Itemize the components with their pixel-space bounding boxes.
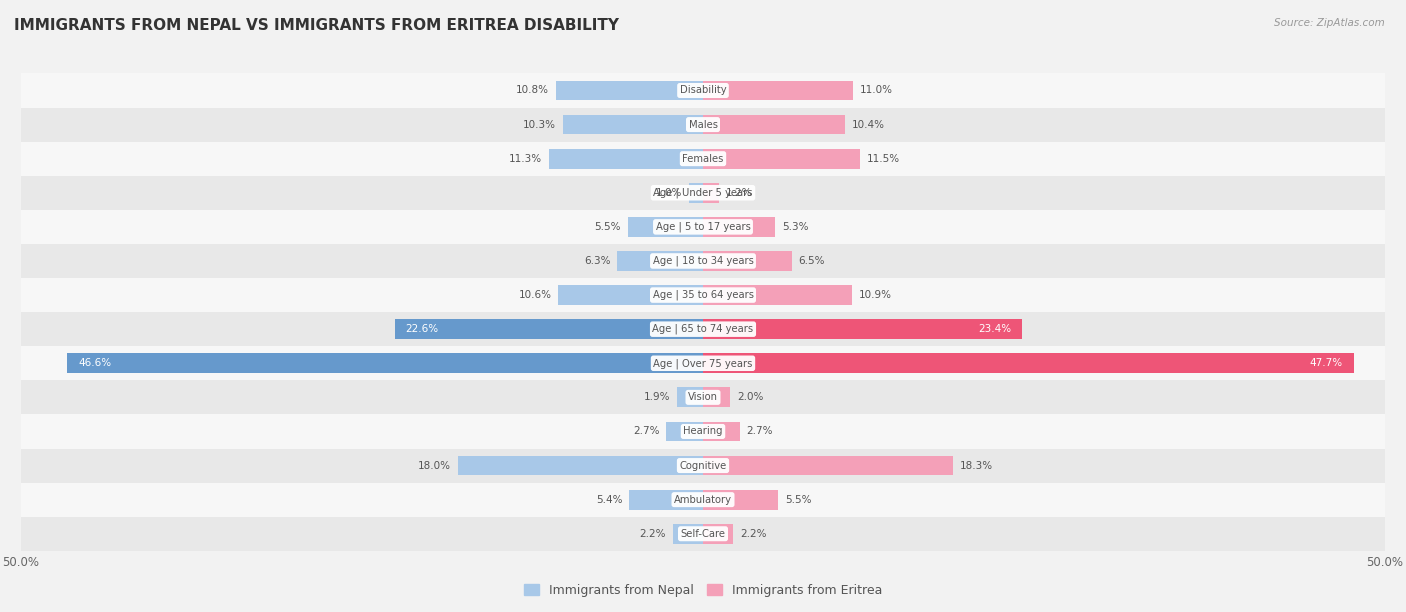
Bar [628,217,703,237]
Text: Age | Over 75 years: Age | Over 75 years [654,358,752,368]
Bar [21,108,1385,141]
Bar [21,346,1385,380]
Text: 10.6%: 10.6% [519,290,551,300]
Bar [21,278,1385,312]
Text: 1.9%: 1.9% [644,392,671,402]
Text: 2.7%: 2.7% [747,427,773,436]
Text: Females: Females [682,154,724,163]
Text: 6.5%: 6.5% [799,256,825,266]
Bar [703,114,845,135]
Bar [689,183,703,203]
Bar [21,414,1385,449]
Bar [548,149,703,168]
Text: 22.6%: 22.6% [406,324,439,334]
Text: Age | Under 5 years: Age | Under 5 years [654,187,752,198]
Text: Source: ZipAtlas.com: Source: ZipAtlas.com [1274,18,1385,28]
Bar [703,422,740,441]
Text: 1.0%: 1.0% [657,188,682,198]
Bar [703,149,860,168]
Text: 2.7%: 2.7% [633,427,659,436]
Text: 5.3%: 5.3% [782,222,808,232]
Text: Ambulatory: Ambulatory [673,494,733,505]
Text: Males: Males [689,119,717,130]
Bar [21,244,1385,278]
Text: 10.9%: 10.9% [859,290,891,300]
Text: IMMIGRANTS FROM NEPAL VS IMMIGRANTS FROM ERITREA DISABILITY: IMMIGRANTS FROM NEPAL VS IMMIGRANTS FROM… [14,18,619,34]
Bar [673,524,703,543]
Bar [21,73,1385,108]
Bar [558,285,703,305]
Bar [703,217,775,237]
Text: 1.2%: 1.2% [725,188,752,198]
Bar [457,456,703,476]
Bar [703,183,720,203]
Text: 11.5%: 11.5% [866,154,900,163]
Bar [678,387,703,407]
Text: 18.3%: 18.3% [959,461,993,471]
Bar [21,483,1385,517]
Bar [21,517,1385,551]
Text: 18.0%: 18.0% [418,461,451,471]
Text: 23.4%: 23.4% [979,324,1011,334]
Text: Self-Care: Self-Care [681,529,725,539]
Text: 2.2%: 2.2% [640,529,666,539]
Bar [666,422,703,441]
Text: Age | 35 to 64 years: Age | 35 to 64 years [652,290,754,300]
Text: 11.0%: 11.0% [860,86,893,95]
Text: 10.4%: 10.4% [852,119,884,130]
Text: 5.5%: 5.5% [595,222,621,232]
Bar [617,251,703,271]
Text: 2.0%: 2.0% [737,392,763,402]
Bar [21,210,1385,244]
Text: 46.6%: 46.6% [79,358,111,368]
Text: Disability: Disability [679,86,727,95]
Bar [555,81,703,100]
Bar [703,285,852,305]
Text: 5.4%: 5.4% [596,494,623,505]
Bar [21,176,1385,210]
Bar [703,456,953,476]
Text: 10.8%: 10.8% [516,86,548,95]
Text: 6.3%: 6.3% [583,256,610,266]
Bar [703,319,1022,339]
Bar [703,524,733,543]
Text: 2.2%: 2.2% [740,529,766,539]
Bar [703,353,1354,373]
Bar [703,81,853,100]
Text: 47.7%: 47.7% [1309,358,1343,368]
Text: Age | 65 to 74 years: Age | 65 to 74 years [652,324,754,334]
Bar [703,251,792,271]
Text: Vision: Vision [688,392,718,402]
Bar [703,490,778,510]
Legend: Immigrants from Nepal, Immigrants from Eritrea: Immigrants from Nepal, Immigrants from E… [519,579,887,602]
Text: 11.3%: 11.3% [509,154,543,163]
Bar [21,380,1385,414]
Text: 10.3%: 10.3% [523,119,555,130]
Text: Age | 5 to 17 years: Age | 5 to 17 years [655,222,751,232]
Bar [562,114,703,135]
Bar [21,141,1385,176]
Bar [21,449,1385,483]
Text: 5.5%: 5.5% [785,494,811,505]
Text: Age | 18 to 34 years: Age | 18 to 34 years [652,256,754,266]
Text: Hearing: Hearing [683,427,723,436]
Text: Cognitive: Cognitive [679,461,727,471]
Bar [395,319,703,339]
Bar [703,387,730,407]
Bar [67,353,703,373]
Bar [630,490,703,510]
Bar [21,312,1385,346]
